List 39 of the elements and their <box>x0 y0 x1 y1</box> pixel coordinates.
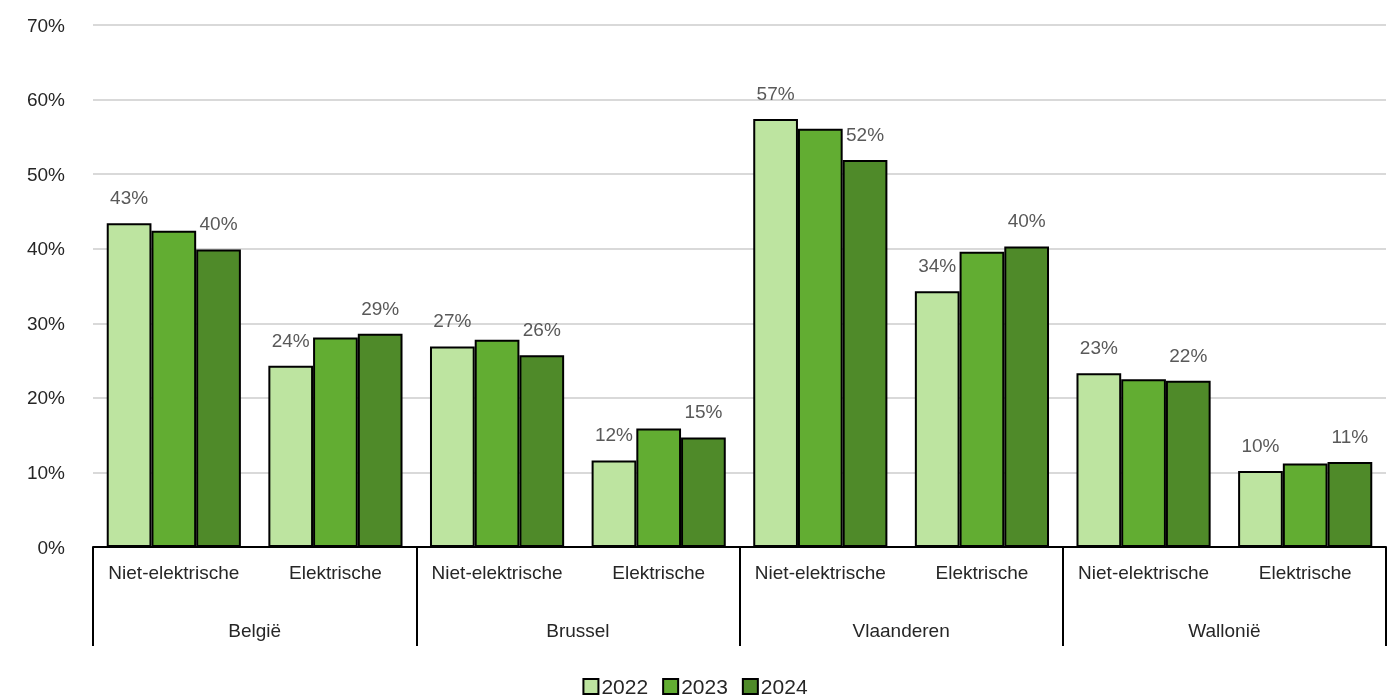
text: Vlaanderen <box>852 620 950 641</box>
data-label: 23% <box>1079 337 1118 359</box>
data-label: 10% <box>1241 434 1280 456</box>
data-label: 12% <box>594 424 634 446</box>
data-label: 40% <box>1007 210 1046 232</box>
y-tick-label: 50% <box>26 163 66 185</box>
data-label: 43% <box>110 187 149 209</box>
data-label: 27% <box>433 310 472 332</box>
data-label: 40% <box>199 213 238 235</box>
x-tick-label: Elektrische <box>288 562 382 583</box>
y-tick-label: 20% <box>26 387 66 409</box>
data-label: 15% <box>684 401 723 423</box>
y-tick-label: 30% <box>26 312 66 334</box>
y-tick-label: 60% <box>26 89 66 111</box>
y-tick-label: 10% <box>26 461 66 483</box>
x-tick-label: Niet-elektrische <box>754 562 886 583</box>
y-tick-label: 70% <box>26 14 66 36</box>
data-label: 11% <box>1331 425 1369 447</box>
data-label: 29% <box>361 297 400 319</box>
data-label: 24% <box>271 329 310 351</box>
x-tick-label: Elektrische <box>935 562 1029 583</box>
text: België <box>228 620 282 641</box>
data-label: 26% <box>522 319 561 341</box>
x-tick-label: Niet-elektrische <box>108 562 240 583</box>
legend-label: 2023 <box>681 675 728 698</box>
x-tick-label: Niet-elektrische <box>431 562 563 583</box>
legend-label: 2022 <box>601 675 649 698</box>
x-tick-label: Niet-elektrische <box>1078 562 1210 583</box>
x-tick-label: Elektrische <box>612 562 706 583</box>
y-tick-label: 0% <box>37 536 66 558</box>
legend-label: 2024 <box>760 675 808 698</box>
data-label: 22% <box>1169 344 1208 366</box>
text: Wallonië <box>1188 620 1261 641</box>
data-label: 57% <box>756 82 795 104</box>
x-tick-label: Elektrische <box>1258 562 1352 583</box>
y-tick-label: 40% <box>26 238 66 260</box>
text: Brussel <box>546 620 610 641</box>
data-label: 52% <box>846 123 885 145</box>
data-label: 34% <box>918 255 957 277</box>
